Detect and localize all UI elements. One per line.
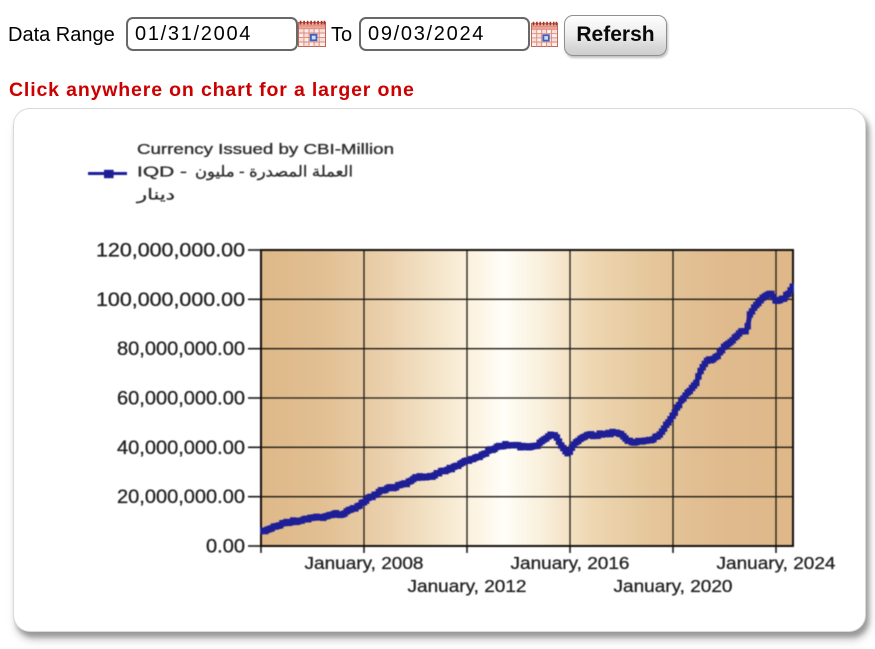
svg-text:100,000,000.00: 100,000,000.00: [96, 290, 245, 311]
svg-text:January, 2016: January, 2016: [511, 553, 630, 573]
svg-text:دينار: دينار: [136, 187, 175, 204]
svg-text:January, 2012: January, 2012: [408, 576, 527, 596]
svg-text:20,000,000.00: 20,000,000.00: [117, 487, 245, 508]
svg-text:80,000,000.00: 80,000,000.00: [117, 339, 245, 360]
svg-text:IQD -: IQD -: [137, 164, 187, 181]
svg-text:120,000,000.00: 120,000,000.00: [96, 241, 245, 262]
svg-text:January, 2020: January, 2020: [614, 576, 733, 596]
svg-text:January, 2008: January, 2008: [305, 553, 424, 573]
svg-text:العملة المصدرة - مليون: العملة المصدرة - مليون: [195, 164, 353, 181]
svg-text:60,000,000.00: 60,000,000.00: [117, 389, 245, 410]
svg-text:January, 2024: January, 2024: [717, 553, 836, 573]
svg-text:0.00: 0.00: [206, 537, 245, 558]
svg-text:40,000,000.00: 40,000,000.00: [117, 438, 245, 459]
svg-text:Currency Issued by CBI-Million: Currency Issued by CBI-Million: [137, 141, 394, 158]
